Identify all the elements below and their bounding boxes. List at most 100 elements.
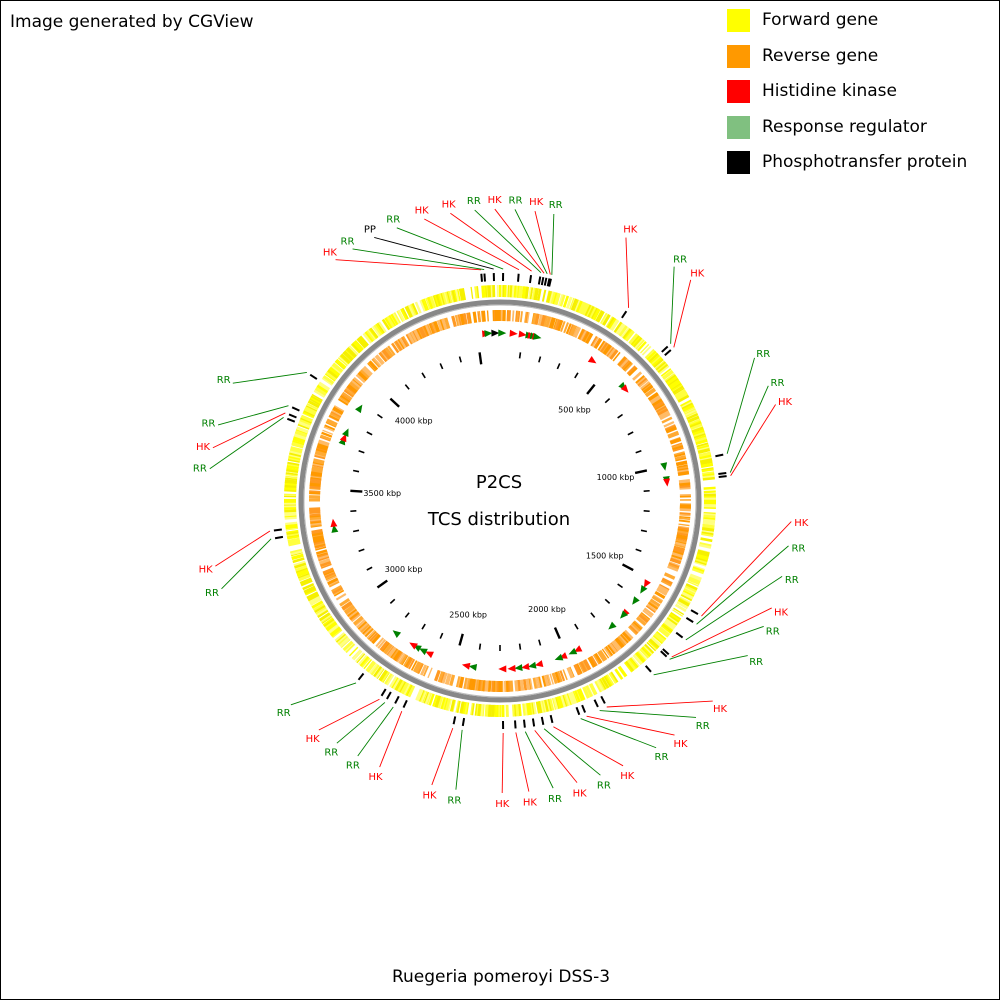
reverse-gene (343, 604, 355, 614)
feature-label: RR (548, 794, 562, 805)
forward-gene (436, 695, 444, 709)
forward-gene (488, 704, 491, 717)
reverse-gene (626, 365, 637, 376)
forward-gene (302, 582, 315, 591)
forward-gene (286, 464, 299, 470)
forward-gene (328, 625, 340, 634)
forward-gene (312, 601, 324, 609)
feature-stub (718, 475, 727, 479)
feature-marker (498, 665, 507, 673)
forward-gene (285, 473, 298, 477)
legend-swatch-forward-gene (727, 9, 750, 32)
reverse-gene (462, 313, 468, 325)
forward-gene (695, 439, 708, 446)
reverse-gene (408, 658, 416, 670)
reverse-gene (614, 639, 623, 649)
forward-gene (660, 368, 672, 377)
reverse-gene (401, 654, 409, 666)
forward-gene (284, 484, 297, 489)
feature-stub (480, 273, 483, 282)
reverse-gene (320, 563, 332, 569)
reverse-gene (345, 607, 356, 616)
reverse-gene (393, 341, 402, 352)
forward-gene (632, 337, 643, 348)
reverse-gene (433, 669, 441, 682)
feature-stub (690, 609, 699, 615)
feature-callout-line (501, 732, 504, 793)
feature-marker (468, 663, 478, 671)
forward-gene (610, 319, 620, 332)
reverse-gene (356, 619, 366, 629)
feature-label: RR (509, 195, 523, 206)
feature-stub (549, 714, 554, 724)
feature-stub (537, 276, 542, 285)
reverse-gene (660, 580, 672, 587)
forward-gene (423, 691, 429, 704)
reverse-gene (316, 446, 328, 451)
reverse-gene (478, 679, 482, 691)
reverse-gene (371, 357, 382, 368)
forward-gene (286, 534, 300, 540)
reverse-gene (368, 631, 379, 642)
reverse-gene (441, 318, 448, 330)
forward-gene (306, 591, 318, 599)
reverse-gene (375, 637, 385, 648)
reverse-gene (526, 312, 530, 324)
feature-marker (339, 433, 347, 443)
feature-label: HK (368, 772, 383, 783)
forward-gene (680, 594, 693, 602)
reverse-gene (310, 472, 323, 477)
forward-gene (697, 447, 711, 454)
reverse-gene (473, 679, 476, 691)
reverse-gene (641, 382, 652, 392)
reverse-gene (667, 565, 679, 572)
reverse-gene (328, 415, 340, 422)
reverse-gene (659, 411, 671, 420)
forward-gene (286, 529, 299, 534)
forward-gene (635, 339, 645, 350)
reverse-gene (313, 538, 325, 544)
feature-label: HK (442, 199, 457, 210)
feature-label: RR (785, 575, 799, 586)
reverse-gene (436, 320, 442, 332)
forward-gene (289, 451, 302, 458)
forward-gene (542, 699, 549, 713)
reverse-gene (374, 354, 385, 366)
feature-marker (663, 478, 671, 487)
forward-gene (643, 643, 655, 655)
forward-gene (698, 452, 712, 459)
backbone-inner-edge (303, 304, 697, 698)
forward-gene (680, 399, 692, 408)
feature-marker (554, 653, 564, 661)
minor-tick (640, 529, 648, 533)
forward-gene (515, 285, 519, 298)
reverse-gene (312, 536, 325, 542)
forward-gene (376, 322, 386, 334)
reverse-gene (601, 648, 610, 659)
reverse-gene (422, 665, 429, 677)
forward-gene (284, 481, 297, 486)
forward-gene (608, 672, 617, 684)
reverse-gene (631, 622, 641, 632)
forward-gene (284, 515, 297, 520)
reverse-gene (339, 597, 351, 607)
reverse-gene (313, 458, 325, 463)
forward-gene (692, 429, 705, 437)
forward-gene (693, 565, 706, 571)
minor-tick (439, 363, 444, 370)
forward-gene (703, 486, 716, 490)
reverse-gene (382, 348, 392, 360)
forward-gene (648, 638, 660, 650)
forward-gene (663, 371, 674, 380)
reverse-gene (562, 669, 568, 681)
reverse-gene (669, 557, 682, 565)
forward-gene (463, 702, 469, 715)
feature-label: RR (193, 464, 207, 475)
reverse-gene (466, 312, 471, 324)
reverse-gene (585, 332, 594, 344)
reverse-gene (320, 434, 332, 441)
forward-gene (348, 646, 359, 657)
forward-gene (513, 285, 517, 298)
forward-gene (285, 472, 298, 476)
feature-marker (425, 651, 434, 659)
